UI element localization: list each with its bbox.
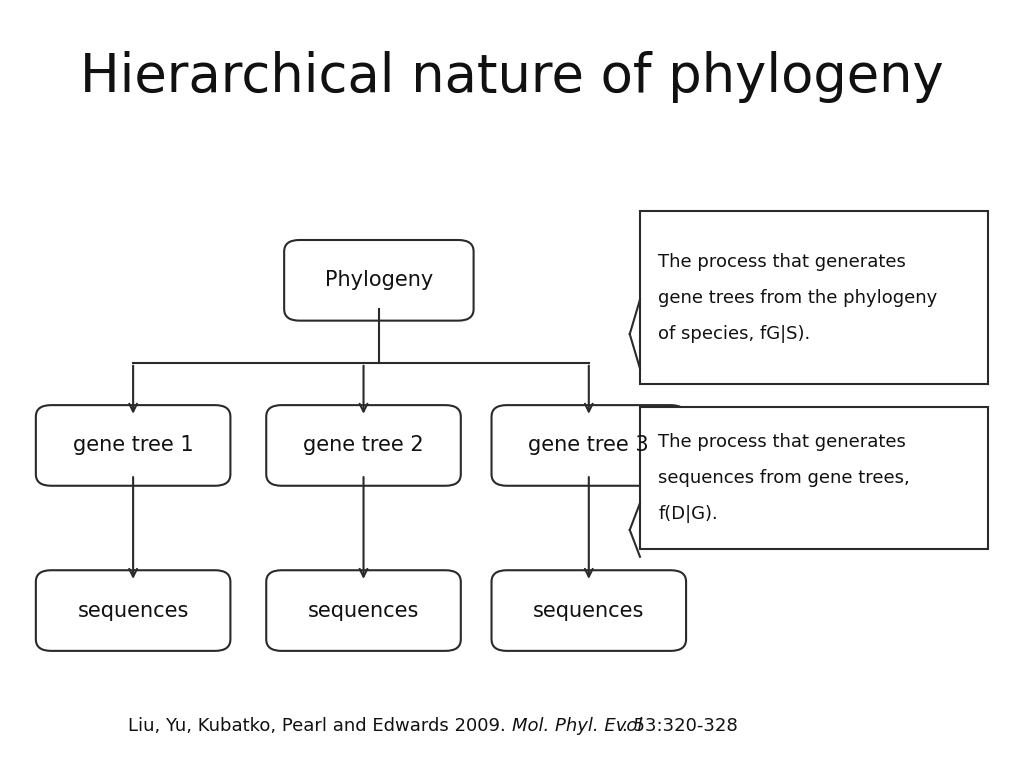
Text: Mol. Phyl. Evol: Mol. Phyl. Evol [512,717,642,735]
Text: gene tree 2: gene tree 2 [303,435,424,455]
FancyBboxPatch shape [492,570,686,651]
FancyBboxPatch shape [266,406,461,486]
FancyBboxPatch shape [36,406,230,486]
Text: Phylogeny: Phylogeny [325,270,433,290]
Text: Liu, Yu, Kubatko, Pearl and Edwards 2009.: Liu, Yu, Kubatko, Pearl and Edwards 2009… [128,717,512,735]
Text: sequences: sequences [534,601,644,621]
Text: Hierarchical nature of phylogeny: Hierarchical nature of phylogeny [80,51,944,103]
FancyBboxPatch shape [284,240,473,321]
FancyBboxPatch shape [492,406,686,486]
Text: gene tree 1: gene tree 1 [73,435,194,455]
Text: . 53:320-328: . 53:320-328 [622,717,737,735]
Text: The process that generates

gene trees from the phylogeny

of species, fG|S).: The process that generates gene trees fr… [658,253,938,343]
Text: sequences: sequences [308,601,419,621]
Text: gene tree 3: gene tree 3 [528,435,649,455]
FancyBboxPatch shape [266,570,461,651]
Text: The process that generates

sequences from gene trees,

f(D|G).: The process that generates sequences fro… [658,433,910,523]
FancyBboxPatch shape [36,570,230,651]
Bar [640,211,988,384]
Bar [640,407,988,549]
Text: sequences: sequences [78,601,188,621]
